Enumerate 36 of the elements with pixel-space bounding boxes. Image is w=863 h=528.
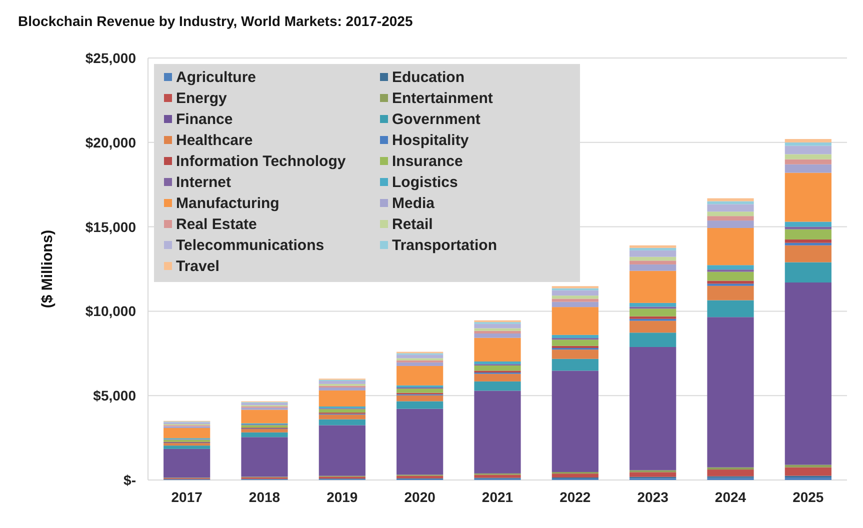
- x-tick-label: 2017: [171, 489, 203, 505]
- legend-label: Insurance: [392, 153, 463, 170]
- legend-label: Logistics: [392, 174, 458, 191]
- x-tick-label: 2023: [637, 489, 669, 505]
- legend-label: Manufacturing: [176, 195, 280, 212]
- legend-label: Media: [392, 195, 436, 212]
- y-tick-label: $20,000: [85, 134, 136, 150]
- legend-label: Telecommunications: [176, 237, 324, 254]
- chart-title: Blockchain Revenue by Industry, World Markets: 2017-2025: [18, 13, 413, 29]
- legend-label: Transportation: [392, 237, 498, 254]
- x-tick-label: 2020: [404, 489, 436, 505]
- legend-label: Retail: [392, 216, 433, 233]
- x-tick-label: 2018: [248, 489, 280, 505]
- legend-label: Information Technology: [176, 153, 346, 170]
- legend-label: Government: [392, 111, 480, 128]
- y-axis-title: ($ Millions): [39, 230, 56, 308]
- legend-label: Agriculture: [176, 69, 256, 86]
- y-tick-label: $15,000: [85, 218, 136, 235]
- x-tick-label: 2021: [482, 489, 514, 505]
- legend-label: Real Estate: [176, 216, 257, 233]
- legend-label: Entertainment: [392, 90, 493, 107]
- legend-label: Healthcare: [176, 132, 253, 149]
- x-tick-label: 2024: [714, 489, 746, 505]
- legend-label: Education: [392, 69, 465, 86]
- legend-label: Energy: [176, 90, 228, 107]
- x-tick-label: 2019: [326, 489, 358, 505]
- legend-label: Finance: [176, 111, 233, 128]
- y-tick-label: $25,000: [85, 50, 136, 66]
- legend-label: Hospitality: [392, 132, 470, 149]
- legend-label: Internet: [176, 174, 232, 191]
- y-tick-label: $5,000: [93, 388, 136, 404]
- y-tick-label: $-: [124, 472, 136, 488]
- legend-label: Travel: [176, 258, 220, 275]
- x-tick-label: 2025: [792, 489, 824, 505]
- x-tick-label: 2022: [560, 489, 591, 505]
- y-tick-label: $10,000: [85, 303, 136, 320]
